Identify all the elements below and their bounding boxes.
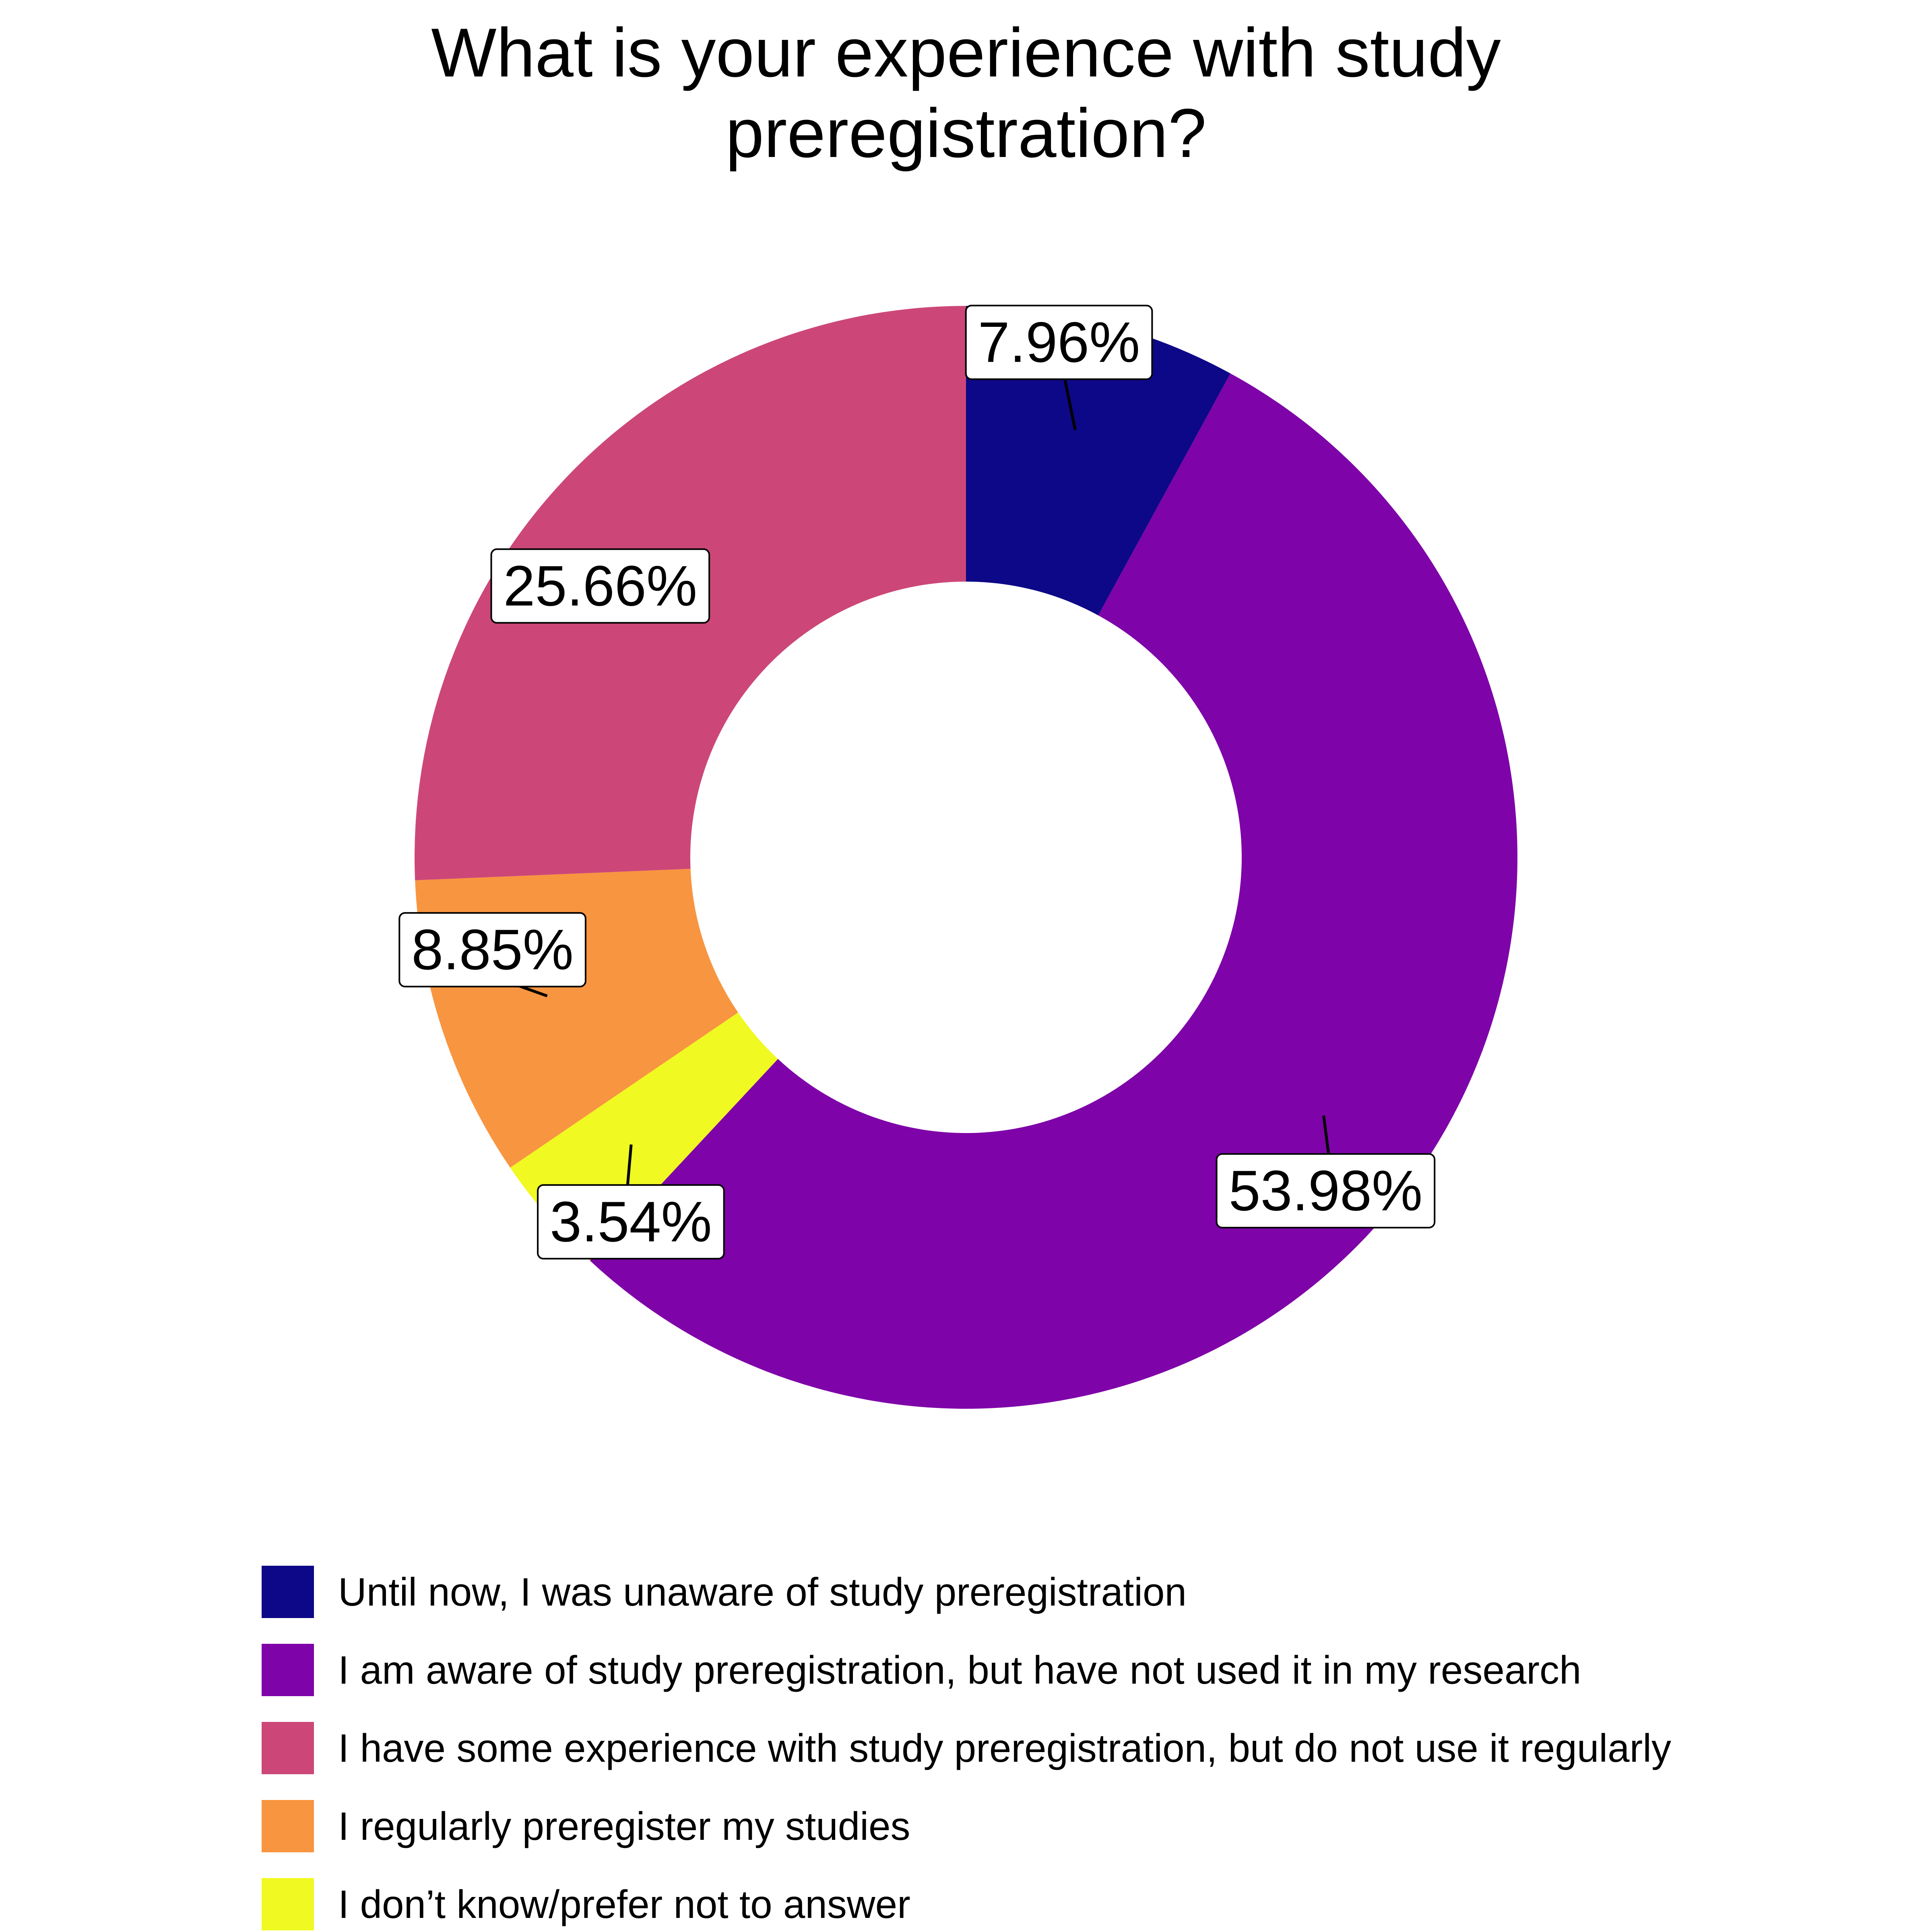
slice-value-label: 3.54% — [537, 1184, 725, 1260]
legend-item: I don’t know/prefer not to answer — [262, 1878, 910, 1930]
slice-value-text: 53.98% — [1229, 1159, 1423, 1223]
slice-value-label: 53.98% — [1216, 1153, 1436, 1228]
slice-labels: 7.96% 53.98% 3.54% 8.85% 25.66% — [398, 305, 1436, 1260]
slice-value-text: 25.66% — [504, 554, 698, 618]
legend-label: I regularly preregister my studies — [338, 1804, 910, 1848]
slice-value-label: 25.66% — [490, 548, 710, 624]
chart-title-line-2: preregistration? — [725, 95, 1206, 172]
slice-value-box — [965, 305, 1153, 380]
legend-item: I have some experience with study prereg… — [262, 1722, 1671, 1774]
slice-value-label: 8.85% — [398, 912, 586, 988]
donut-slice — [590, 373, 1517, 1409]
donut-slice — [966, 306, 1231, 615]
legend-swatch — [262, 1644, 314, 1696]
legend-item: I regularly preregister my studies — [262, 1800, 910, 1852]
legend-label: I am aware of study preregistration, but… — [338, 1648, 1581, 1692]
slice-value-box — [537, 1184, 725, 1260]
slice-value-box — [398, 912, 586, 988]
slice-value-text: 3.54% — [550, 1190, 712, 1254]
legend-swatch — [262, 1800, 314, 1852]
slice-value-box — [490, 548, 710, 624]
chart-title: What is your experience with study prere… — [431, 14, 1501, 172]
slice-value-text: 7.96% — [978, 310, 1140, 374]
legend-label: I have some experience with study prereg… — [338, 1726, 1671, 1770]
legend-label: Until now, I was unaware of study prereg… — [338, 1570, 1187, 1614]
legend-item: I am aware of study preregistration, but… — [262, 1644, 1581, 1696]
legend-label: I don’t know/prefer not to answer — [338, 1882, 910, 1926]
legend-swatch — [262, 1566, 314, 1618]
legend-swatch — [262, 1722, 314, 1774]
label-leader-line — [1061, 370, 1077, 430]
slice-value-box — [1216, 1153, 1436, 1228]
legend-swatch — [262, 1878, 314, 1930]
chart-title-line-1: What is your experience with study — [431, 14, 1501, 91]
slice-value-text: 8.85% — [411, 918, 574, 982]
legend: Until now, I was unaware of study prereg… — [262, 1566, 1671, 1930]
legend-item: Until now, I was unaware of study prereg… — [262, 1566, 1187, 1618]
slice-value-label: 7.96% — [965, 305, 1153, 380]
